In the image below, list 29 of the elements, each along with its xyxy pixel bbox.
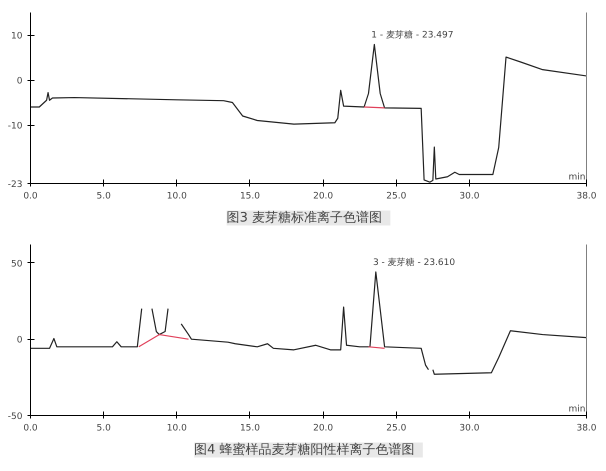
y-tick-label: 50 bbox=[11, 259, 23, 270]
annotation: 1 - 麦芽糖 - 23.497 bbox=[371, 29, 454, 40]
x-tick-label: 30.0 bbox=[459, 192, 480, 202]
x-tick-label: 15.0 bbox=[240, 424, 260, 434]
x-tick-label: 25.0 bbox=[386, 424, 407, 434]
x-tick-label: 10.0 bbox=[166, 192, 188, 202]
x-tick-label: 15.0 bbox=[240, 192, 260, 202]
y-tick-label: 10 bbox=[11, 32, 23, 42]
annotation: 3 - 麦芽糖 - 23.610 bbox=[372, 256, 456, 268]
x-tick-label: 20.0 bbox=[313, 424, 334, 434]
x-axis-title: min bbox=[568, 172, 586, 182]
x-tick-label: 5.0 bbox=[96, 424, 112, 434]
x-tick-label: 5.0 bbox=[96, 192, 112, 202]
x-tick-label: 0.0 bbox=[23, 192, 38, 202]
text: 图4 蜂蜜样品麦芽糖阳性样离子色谱图 bbox=[194, 442, 415, 458]
x-tick-label: 38.0 bbox=[576, 424, 597, 434]
text: 图3 麦芽糖标准离子色谱图 bbox=[226, 210, 382, 226]
x-tick-label: 10.0 bbox=[166, 424, 188, 434]
x-tick-label: 25.0 bbox=[386, 192, 407, 202]
x-tick-label: 30.0 bbox=[459, 424, 480, 434]
x-axis-title: min bbox=[568, 404, 586, 414]
y-tick-label: -23 bbox=[8, 180, 23, 190]
x-tick-label: 0.0 bbox=[23, 424, 38, 434]
y-tick-label: 0 bbox=[16, 76, 23, 86]
y-tick-label: 0 bbox=[16, 336, 23, 346]
x-tick-label: 38.0 bbox=[576, 192, 597, 202]
x-tick-label: 20.0 bbox=[313, 192, 334, 202]
y-tick-label: -10 bbox=[8, 122, 23, 132]
y-tick-label: -50 bbox=[8, 412, 23, 422]
